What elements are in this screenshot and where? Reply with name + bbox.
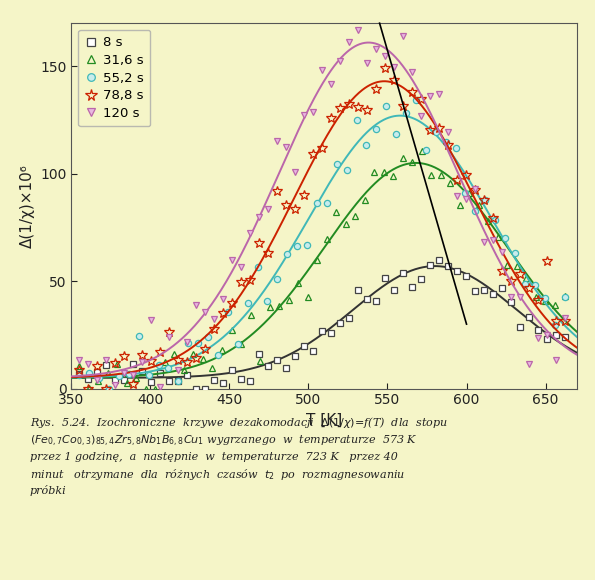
- Legend: 8 s, 31,6 s, 55,2 s, 78,8 s, 120 s: 8 s, 31,6 s, 55,2 s, 78,8 s, 120 s: [78, 30, 151, 126]
- Text: Rys.  5.24.  Izochroniczne  krzywe  dezakomodacji  $\Delta(1/\chi)$=f(T)  dla  s: Rys. 5.24. Izochroniczne krzywe dezakomo…: [30, 415, 447, 496]
- Y-axis label: Δ(1/χ)×10⁶: Δ(1/χ)×10⁶: [20, 164, 35, 248]
- X-axis label: T [K]: T [K]: [306, 413, 342, 428]
